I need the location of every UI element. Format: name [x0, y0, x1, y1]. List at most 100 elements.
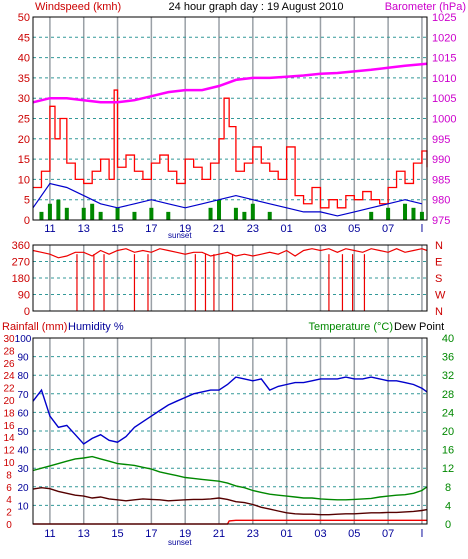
rain-tick-6: 6	[6, 483, 12, 494]
humidity-tick-100: 100	[15, 334, 32, 345]
calm-bar-21	[419, 211, 424, 220]
chart-title: 24 hour graph day : 19 August 2010	[169, 1, 344, 13]
calm-bar-3	[64, 207, 69, 220]
calm-bar-1	[47, 203, 52, 220]
low-x-tick-13: 13	[78, 528, 90, 540]
low-x-tick-l: l	[421, 528, 423, 540]
low-x-tick-07: 07	[382, 528, 394, 540]
direction-line	[32, 248, 428, 259]
rain-tick-8: 8	[6, 470, 12, 481]
sunset-annotation-bottom: sunset	[168, 538, 192, 547]
barometer-axis-label: Barometer (hPa)	[385, 1, 466, 13]
calm-bar-14	[242, 211, 247, 220]
calm-bar-20	[411, 207, 416, 220]
humidity-tick-60: 60	[17, 408, 29, 419]
wind-tick-30: 30	[18, 93, 30, 105]
dewpoint-axis-label: Dew Point	[394, 321, 444, 333]
sunset-annotation-top: sunset	[168, 231, 192, 240]
dir-tick-270: 270	[12, 257, 30, 269]
humidity-tick-20: 20	[17, 483, 29, 494]
low-x-tick-11: 11	[44, 528, 55, 540]
temp-tick-0: 0	[445, 519, 451, 531]
calm-bar-17	[369, 211, 374, 220]
rain-tick-26: 26	[3, 359, 15, 370]
humidity-tick-30: 30	[17, 464, 29, 475]
humidity-line	[32, 376, 428, 445]
temp-tick-4: 4	[445, 500, 451, 512]
wind-tick-35: 35	[18, 73, 30, 85]
temp-tick-8: 8	[445, 482, 451, 494]
calm-bar-2	[56, 199, 61, 220]
top-panel-frame	[32, 16, 428, 221]
calm-bar-10	[166, 211, 171, 220]
baro-tick-990: 990	[432, 154, 450, 166]
top-x-tick-01: 01	[281, 223, 293, 235]
rain-tick-14: 14	[3, 433, 15, 444]
wind-axis-label: Windspeed (kmh)	[35, 1, 121, 13]
calm-bar-7	[115, 207, 120, 220]
baro-tick-980: 980	[432, 195, 450, 207]
compass-tick-4: N	[435, 240, 443, 252]
calm-bar-6	[98, 211, 103, 220]
wind-tick-25: 25	[18, 114, 30, 126]
temp-tick-12: 12	[442, 463, 454, 475]
calm-bar-8	[132, 211, 137, 220]
low-x-tick-21: 21	[213, 528, 225, 540]
temp-tick-24: 24	[442, 407, 454, 419]
humidity-tick-80: 80	[17, 371, 29, 382]
dir-tick-180: 180	[12, 273, 30, 285]
calm-bar-12	[217, 199, 222, 220]
compass-tick-3: E	[435, 257, 442, 269]
top-x-tick-05: 05	[348, 223, 360, 235]
calm-bar-15	[250, 203, 255, 220]
top-x-tick-15: 15	[111, 223, 123, 235]
top-x-tick-11: 11	[44, 223, 55, 235]
rain-tick-20: 20	[3, 396, 15, 407]
humidity-tick-90: 90	[17, 353, 29, 364]
calm-bar-5	[90, 203, 95, 220]
calm-bar-0	[39, 211, 44, 220]
rain-tick-12: 12	[3, 446, 15, 457]
top-x-tick-23: 23	[247, 223, 259, 235]
baro-tick-1020: 1020	[432, 32, 456, 44]
humidity-tick-70: 70	[17, 390, 29, 401]
compass-tick-2: S	[435, 273, 442, 285]
top-x-tick-l: l	[421, 223, 423, 235]
wind-tick-5: 5	[24, 195, 30, 207]
direction-panel-frame	[32, 244, 428, 312]
gust-line	[32, 182, 423, 217]
baro-tick-975: 975	[432, 215, 450, 227]
top-x-tick-19: 19	[179, 223, 191, 235]
rain-tick-2: 2	[6, 508, 12, 519]
rain-tick-0: 0	[6, 520, 12, 531]
rain-tick-4: 4	[6, 495, 12, 506]
rain-tick-10: 10	[3, 458, 15, 469]
wind-tick-45: 45	[18, 32, 30, 44]
humidity-axis-label: Humidity %	[68, 321, 124, 333]
low-x-tick-19: 19	[179, 528, 191, 540]
low-x-tick-03: 03	[314, 528, 326, 540]
temp-tick-28: 28	[442, 389, 454, 401]
rain-tick-16: 16	[3, 421, 15, 432]
rainfall-line	[33, 519, 427, 525]
dir-tick-360: 360	[12, 240, 30, 252]
top-x-tick-07: 07	[382, 223, 394, 235]
temperature-line	[32, 455, 428, 501]
baro-tick-995: 995	[432, 134, 450, 146]
wind-tick-40: 40	[18, 53, 30, 65]
wind-tick-0: 0	[24, 215, 30, 227]
low-x-tick-17: 17	[145, 528, 157, 540]
calm-bar-18	[386, 207, 391, 220]
dewpoint-line	[32, 486, 428, 516]
temperature-axis-label: Temperature (°C)	[309, 321, 393, 333]
calm-bar-11	[208, 207, 213, 220]
low-x-tick-15: 15	[111, 528, 123, 540]
low-x-tick-01: 01	[281, 528, 293, 540]
dir-tick-0: 0	[24, 306, 30, 318]
temp-tick-36: 36	[442, 352, 454, 364]
temp-tick-40: 40	[442, 333, 454, 345]
baro-tick-1015: 1015	[432, 53, 456, 65]
top-x-tick-13: 13	[78, 223, 90, 235]
baro-tick-985: 985	[432, 174, 450, 186]
